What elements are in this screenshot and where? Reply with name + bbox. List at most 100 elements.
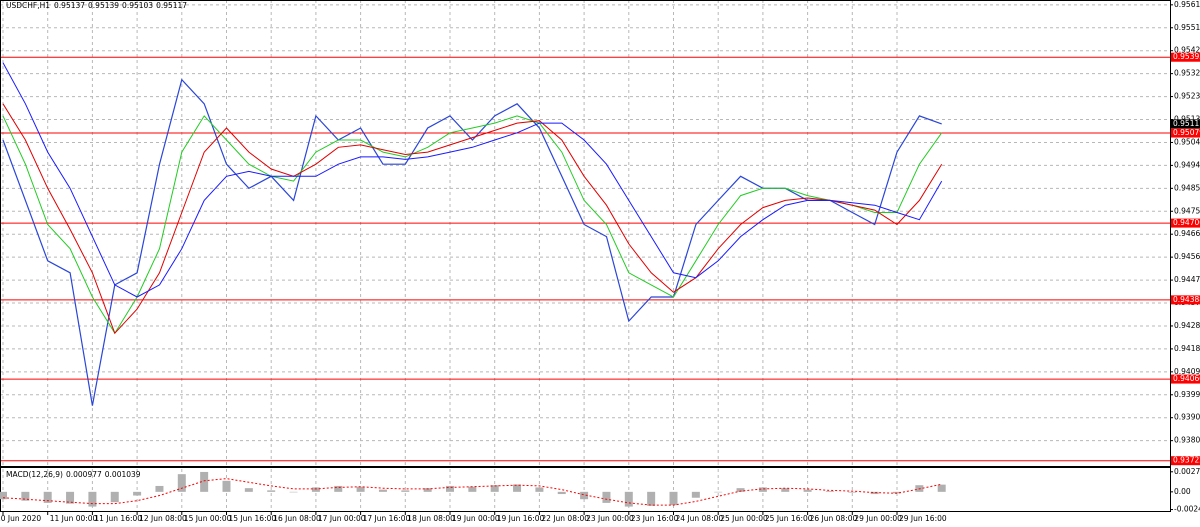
last-price-label: 0.95117: [1173, 119, 1200, 128]
chart-header: USDCHF,H1 0.95137 0.95139 0.95103 0.95117: [6, 1, 187, 10]
macd-bar: [244, 488, 253, 492]
macd-bar: [0, 491, 7, 500]
x-tick-label: 17 Jun 00:00: [318, 514, 366, 523]
level-label: 0.95393: [1173, 52, 1200, 61]
macd-bar: [66, 491, 75, 504]
macd-bar: [624, 491, 633, 507]
moving-average: [2, 103, 943, 335]
macd-signal: [2, 478, 942, 506]
x-tick-label: 17 Jun 16:00: [363, 514, 411, 523]
x-tick-label: 26 Jun 08:00: [810, 514, 858, 523]
macd-bar: [557, 491, 566, 495]
macd-title: MACD(12,26,9): [6, 470, 63, 479]
plot-frame: [0, 0, 1171, 467]
y-tick-label: 0.94755: [1174, 206, 1200, 215]
level-tag: [1171, 295, 1200, 305]
macd-bar: [446, 485, 454, 492]
macd-bar: [781, 488, 790, 492]
macd-header: MACD(12,26,9) 0.000977 0.001039: [6, 470, 141, 479]
macd-bar: [289, 491, 298, 493]
y-tick-label: 0.002721: [1174, 467, 1200, 476]
y-tick-label: 0.93995: [1174, 390, 1200, 399]
x-tick-label: 25 Jun 00:00: [720, 514, 768, 523]
y-tick-label: 0.93805: [1174, 436, 1200, 445]
y-tick-label: 0.95515: [1174, 23, 1200, 32]
close: 0.95117: [156, 1, 187, 10]
x-tick-label: 24 Jun 08:00: [676, 514, 724, 523]
level-tag: [1171, 456, 1200, 466]
macd-bar: [43, 491, 52, 503]
macd-bar: [602, 491, 611, 503]
macd-bar: [490, 485, 499, 492]
macd-bar: [356, 486, 365, 492]
y-tick-label: 0.94945: [1174, 160, 1200, 169]
level-tag: [1171, 52, 1200, 62]
x-tick-label: 19 Jun 16:00: [497, 514, 545, 523]
low: 0.95103: [122, 1, 153, 10]
x-tick-label: 25 Jun 16:00: [765, 514, 813, 523]
macd-bar: [691, 491, 700, 498]
y-tick-label: 0.95135: [1174, 115, 1200, 124]
y-tick-label: 0.94185: [1174, 344, 1200, 353]
x-tick-label: 23 Jun 00:00: [586, 514, 634, 523]
level-tag: [1171, 218, 1200, 228]
macd-bar: [803, 489, 812, 492]
open: 0.95137: [54, 1, 85, 10]
x-tick-label: 15 Jun 00:00: [184, 514, 232, 523]
level-label: 0.94706: [1173, 218, 1200, 227]
x-tick-label: 23 Jun 16:00: [631, 514, 679, 523]
moving-average: [2, 115, 943, 335]
x-tick-label: 22 Jun 08:00: [541, 514, 589, 523]
level-label: 0.94388: [1173, 295, 1200, 304]
macd-signal-value: 0.001039: [105, 470, 141, 479]
macd-bar: [177, 474, 186, 492]
macd-bar: [378, 489, 387, 492]
macd-bar: [468, 486, 477, 492]
macd-bar: [88, 491, 97, 507]
y-tick-label: -0.002403: [1174, 505, 1200, 514]
x-tick-label: 12 Jun 08:00: [139, 514, 187, 523]
x-tick-label: 19 Jun 00:00: [452, 514, 500, 523]
macd-bar: [893, 491, 901, 494]
x-tick-label: 16 Jun 08:00: [273, 514, 321, 523]
macd-bar: [155, 485, 164, 492]
x-tick-label: 15 Jun 16:00: [229, 514, 277, 523]
level-label: 0.93722: [1173, 456, 1200, 465]
x-tick-label: 29 Jun 16:00: [899, 514, 947, 523]
level-tag: [1171, 374, 1200, 384]
macd-bar: [267, 490, 276, 492]
moving-average: [2, 62, 943, 298]
y-tick-label: 0.00: [1174, 487, 1191, 496]
macd-bar: [758, 487, 767, 492]
x-tick-label: 10 Jun 2020: [0, 514, 41, 523]
high: 0.95139: [88, 1, 119, 10]
macd-bar: [423, 488, 432, 492]
macd-bar: [848, 491, 857, 493]
x-tick-label: 29 Jun 00:00: [854, 514, 902, 523]
x-tick-label: 11 Jun 00:00: [50, 514, 98, 523]
macd-bar: [580, 491, 589, 500]
last-price-tag: [1171, 119, 1200, 129]
y-tick-label: 0.95325: [1174, 69, 1200, 78]
level-label: 0.95079: [1173, 128, 1200, 137]
macd-bar: [222, 480, 231, 492]
macd-bar: [647, 491, 656, 506]
macd-frame: [0, 467, 1171, 512]
y-tick-label: 0.94565: [1174, 252, 1200, 261]
macd-bar: [200, 471, 209, 492]
macd-bar: [736, 488, 745, 492]
macd-bar: [311, 487, 320, 492]
